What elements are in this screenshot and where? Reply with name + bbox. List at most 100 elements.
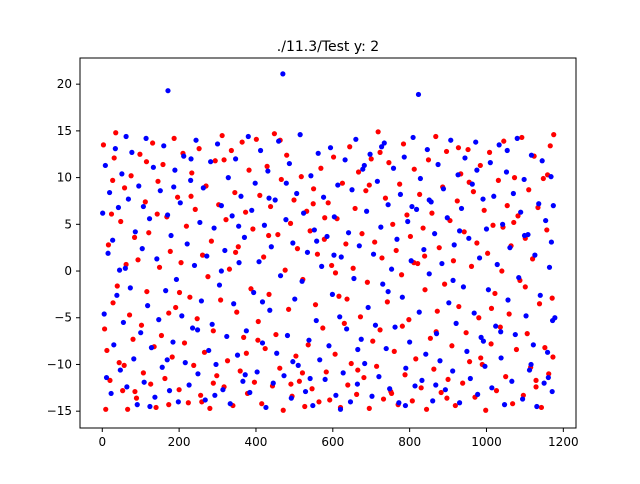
data-point <box>238 193 244 199</box>
data-point <box>349 187 355 193</box>
data-point <box>496 142 502 148</box>
data-point <box>134 402 140 408</box>
data-point <box>282 267 288 273</box>
data-point <box>379 144 385 150</box>
data-point <box>504 203 510 209</box>
data-point <box>224 333 230 340</box>
data-point <box>543 217 549 224</box>
data-point <box>332 270 339 276</box>
data-point <box>144 288 150 295</box>
data-point <box>446 300 452 306</box>
data-point <box>402 402 409 409</box>
data-point <box>243 328 249 334</box>
data-point <box>198 298 205 304</box>
data-point <box>263 404 269 411</box>
data-point <box>188 156 194 162</box>
data-point <box>254 369 260 375</box>
data-point <box>324 233 330 240</box>
data-point <box>392 324 398 330</box>
data-point <box>196 146 202 152</box>
data-point <box>114 292 120 298</box>
data-point <box>323 369 329 375</box>
data-point <box>548 239 555 245</box>
data-point <box>391 348 397 354</box>
data-point <box>530 342 536 348</box>
data-point <box>408 258 414 264</box>
data-point <box>482 363 488 369</box>
data-point <box>148 345 155 351</box>
data-point <box>266 232 272 239</box>
data-point <box>466 235 472 241</box>
data-point <box>295 362 301 368</box>
data-point <box>181 153 187 159</box>
data-point <box>338 254 344 260</box>
data-point <box>429 210 435 216</box>
data-point <box>404 212 410 218</box>
data-point <box>174 194 181 200</box>
data-point <box>205 274 211 280</box>
data-point <box>523 313 529 319</box>
x-tick-label: 400 <box>245 435 268 449</box>
data-point <box>541 380 547 386</box>
data-point <box>477 162 483 169</box>
y-tick-label: 15 <box>57 124 72 138</box>
data-point <box>117 367 123 373</box>
data-point <box>393 247 399 254</box>
data-point <box>503 169 510 175</box>
data-point <box>507 245 513 251</box>
data-point <box>493 388 500 394</box>
data-point <box>399 294 405 300</box>
data-point <box>510 190 516 197</box>
data-point <box>505 297 511 303</box>
data-point <box>549 388 555 395</box>
data-point <box>418 385 424 391</box>
data-point <box>519 134 525 141</box>
data-point <box>283 217 289 223</box>
data-point <box>111 155 117 161</box>
chart-title: ./11.3/Test y: 2 <box>277 39 379 55</box>
data-point <box>366 405 372 411</box>
data-point <box>546 371 552 377</box>
data-point <box>188 177 194 183</box>
data-point <box>460 284 467 290</box>
data-point <box>476 315 482 321</box>
data-point <box>355 367 361 373</box>
y-tick-label: −15 <box>47 404 72 418</box>
data-point <box>437 358 443 364</box>
data-point <box>296 378 302 384</box>
data-point <box>433 331 440 337</box>
data-point <box>422 287 428 293</box>
data-point <box>316 399 322 405</box>
data-point <box>345 382 351 388</box>
data-point <box>154 256 160 262</box>
data-point <box>120 319 127 326</box>
data-point <box>123 133 129 140</box>
data-point <box>298 174 304 180</box>
data-point <box>503 374 509 380</box>
data-point <box>353 136 359 142</box>
data-point <box>224 358 231 364</box>
data-point <box>456 303 462 310</box>
data-point <box>367 151 373 157</box>
data-point <box>506 311 512 317</box>
data-point <box>411 166 417 172</box>
data-point <box>261 254 267 260</box>
data-point <box>332 351 338 357</box>
data-point <box>363 188 369 194</box>
x-tick-label: 800 <box>398 435 421 449</box>
data-point <box>177 200 183 206</box>
data-point <box>449 343 455 349</box>
y-tick-label: 10 <box>57 171 72 185</box>
data-point <box>439 260 445 267</box>
data-point <box>464 348 470 354</box>
y-tick-label: −10 <box>47 357 72 371</box>
data-point <box>394 236 400 242</box>
data-point <box>419 377 425 383</box>
data-point <box>489 385 495 391</box>
data-point <box>156 264 163 270</box>
data-point <box>344 326 350 332</box>
data-point <box>538 404 545 411</box>
data-point <box>315 150 321 156</box>
data-point <box>465 146 471 153</box>
data-point <box>281 373 287 379</box>
